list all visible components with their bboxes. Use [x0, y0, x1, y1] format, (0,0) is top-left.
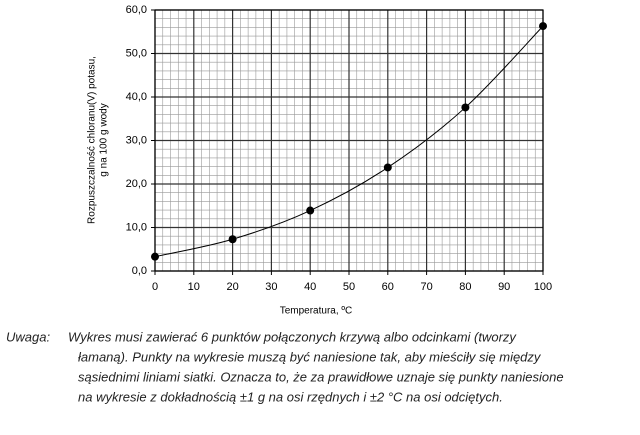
- y-tick-label: 20,0: [126, 178, 147, 190]
- y-tick-label: 40,0: [126, 91, 147, 103]
- y-tick-label: 60,0: [126, 4, 147, 16]
- point: [151, 252, 159, 261]
- point: [228, 235, 237, 244]
- y-tick-label: 50,0: [126, 47, 147, 59]
- note-line: Wykres musi zawierać 6 punktów połączony…: [68, 329, 517, 344]
- x-tick-label: 30: [265, 281, 277, 293]
- note-label: Uwaga:: [6, 329, 50, 344]
- point: [461, 103, 470, 112]
- point: [306, 206, 315, 215]
- x-axis-title: Temperatura, ºC: [280, 306, 353, 317]
- point: [539, 22, 547, 31]
- y-tick-label: 30,0: [126, 134, 147, 146]
- x-tick-label: 70: [420, 281, 432, 293]
- x-tick-label: 20: [226, 281, 238, 293]
- x-tick-label: 100: [534, 281, 552, 293]
- y-axis-title: g na 100 g wody: [99, 103, 110, 176]
- x-tick-label: 0: [152, 281, 158, 293]
- x-tick-label: 10: [188, 281, 200, 293]
- x-tick-label: 60: [382, 281, 394, 293]
- note-line: łamaną). Punkty na wykresie muszą być na…: [78, 349, 542, 364]
- point: [383, 163, 392, 172]
- note-line: sąsiednimi liniami siatki. Oznacza to, ż…: [78, 369, 564, 384]
- x-tick-label: 50: [343, 281, 355, 293]
- note: Uwaga: Wykres musi zawierać 6 punktów po…: [6, 329, 564, 404]
- x-tick-label: 80: [459, 281, 471, 293]
- x-tick-label: 40: [304, 281, 316, 293]
- note-line: na wykresie z dokładnością ±1 g na osi r…: [78, 389, 503, 404]
- y-tick-label: 0,0: [132, 265, 147, 277]
- y-axis-title: Rozpuszczalność chloranu(V) potasu,: [87, 56, 98, 224]
- y-tick-label: 10,0: [126, 221, 147, 233]
- x-tick-label: 90: [498, 281, 510, 293]
- plot-frame: [154, 9, 544, 272]
